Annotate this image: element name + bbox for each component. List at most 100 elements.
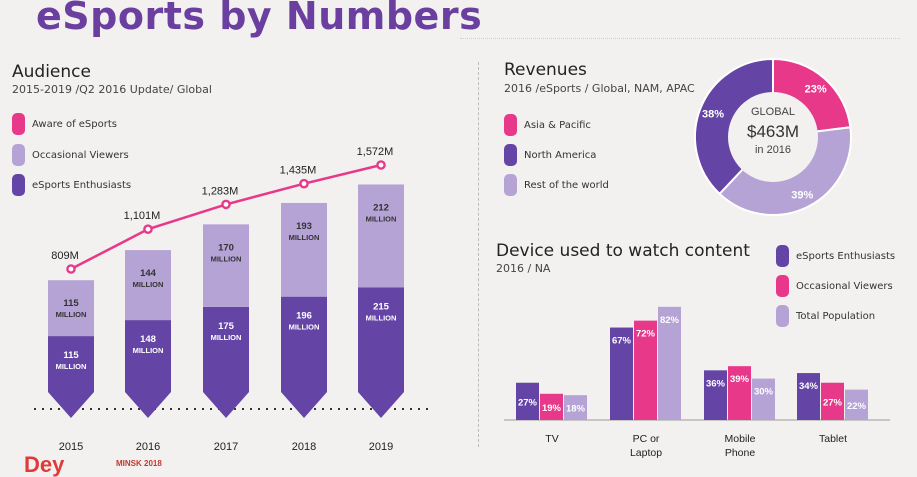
bar-occasional-viewers-2 [728, 366, 751, 420]
revenues-heading: Revenues [504, 60, 587, 80]
bar-enthusiasts-2017 [203, 306, 249, 418]
x-tick-label-3-0: Tablet [819, 433, 847, 445]
data-label-esports-enthusiasts-0: 27% [518, 397, 538, 408]
device-heading: Device used to watch content [496, 241, 750, 261]
data-label-enthusiasts-2016: 148 [140, 334, 156, 345]
bar-esports-enthusiasts-0 [516, 382, 539, 420]
data-label-occasional-viewers-1: 72% [636, 329, 656, 340]
data-label-occasional-2017: 170 [218, 242, 234, 253]
bar-enthusiasts-2015 [48, 336, 94, 418]
legend-swatch [504, 114, 517, 136]
legend-item-rest: Rest of the world [504, 174, 609, 196]
bar-total-population-3 [845, 389, 868, 420]
data-label-aware-2015: 809M [51, 250, 79, 262]
revenues-donut-chart: GLOBAL $463M in 2016 23% 39% 38% [694, 57, 852, 216]
x-tick-label-0-0: TV [545, 433, 558, 445]
bar-esports-enthusiasts-1 [610, 327, 633, 420]
data-label-aware-2016: 1,101M [124, 210, 161, 222]
donut-center-value: $463M [747, 122, 799, 141]
data-label-occasional-unit-2015: MILLION [56, 310, 87, 319]
bar-total-population-0 [564, 395, 587, 420]
point-aware-2017 [221, 199, 231, 210]
bar-occasional-2018 [281, 202, 327, 297]
x-tick-label-2-1: Phone [725, 447, 756, 459]
legend-label: Rest of the world [524, 179, 609, 191]
legend-item-aware: Aware of eSports [12, 113, 117, 135]
legend-label: North America [524, 149, 597, 161]
data-label-enthusiasts-2019: 215 [373, 302, 390, 313]
data-label-enthusiasts-unit-2018: MILLION [289, 323, 320, 332]
audience-chart: 115MILLION115MILLION2015144MILLION148MIL… [34, 146, 430, 453]
brand-logo: Dey [24, 452, 65, 477]
data-label-occasional-viewers-3: 27% [823, 397, 843, 408]
data-label-occasional-unit-2017: MILLION [211, 254, 242, 263]
legend-item-enthusiasts: eSports Enthusiasts [12, 174, 131, 196]
section-divider [478, 62, 479, 447]
data-label-enthusiasts-2018: 196 [296, 311, 312, 322]
legend-label: Occasional Viewers [796, 280, 893, 292]
data-label-esports-enthusiasts-3: 34% [799, 381, 819, 392]
bar-enthusiasts-2018 [281, 296, 327, 418]
data-label-occasional-unit-2016: MILLION [133, 280, 164, 289]
data-label-esports-enthusiasts-2: 36% [706, 378, 726, 389]
data-label-esports-enthusiasts-1: 67% [612, 336, 632, 347]
point-aware-2019 [376, 160, 386, 170]
data-label-aware-2019: 1,572M [357, 146, 394, 158]
data-label-occasional-2016: 144 [140, 268, 157, 279]
x-tick-label-2018: 2018 [292, 441, 316, 453]
data-label-aware-2018: 1,435M [280, 165, 317, 177]
legend-item-device-occasional: Occasional Viewers [776, 275, 893, 297]
x-tick-label-2015: 2015 [59, 441, 83, 453]
x-tick-label-1-0: PC or [633, 433, 660, 445]
legend-swatch [12, 144, 25, 166]
top-divider [460, 38, 900, 39]
data-label-occasional-viewers-2: 39% [730, 374, 750, 385]
data-label-enthusiasts-unit-2015: MILLION [56, 362, 87, 371]
legend-swatch [12, 113, 25, 135]
legend-label: eSports Enthusiasts [796, 250, 896, 262]
data-label-total-population-3: 22% [847, 401, 867, 412]
page-title: eSports by Numbers [36, 0, 483, 38]
bar-total-population-1 [658, 306, 681, 420]
data-label-enthusiasts-unit-2016: MILLION [133, 346, 164, 355]
point-aware-2015 [66, 264, 76, 274]
data-label-occasional-2015: 115 [63, 298, 79, 309]
legend-label: Aware of eSports [32, 118, 117, 130]
legend-item-device-total: Total Population [776, 305, 875, 327]
donut-center-line1: GLOBAL [751, 106, 795, 118]
data-label-total-population-2: 30% [754, 387, 774, 398]
data-label-enthusiasts-unit-2019: MILLION [366, 314, 397, 323]
legend-label: eSports Enthusiasts [32, 179, 132, 191]
slice-label-asia-pacific: 23% [805, 84, 827, 96]
audience-heading: Audience [12, 62, 91, 82]
bar-occasional-viewers-0 [540, 393, 563, 420]
bar-enthusiasts-2019 [358, 287, 404, 418]
event-label: MINSK 2018 [116, 459, 162, 468]
legend-label: Occasional Viewers [32, 149, 129, 161]
audience-subtitle: 2015-2019 /Q2 2016 Update/ Global [12, 83, 212, 96]
legend-swatch [776, 275, 789, 297]
donut-center-line3: in 2016 [755, 144, 791, 156]
legend-swatch [504, 174, 517, 196]
legend-item-asia: Asia & Pacific [504, 114, 591, 136]
legend-swatch [776, 245, 789, 267]
bar-esports-enthusiasts-3 [797, 373, 820, 420]
legend-item-north-america: North America [504, 144, 596, 166]
bar-esports-enthusiasts-2 [704, 370, 727, 420]
legend-swatch [504, 144, 517, 166]
device-chart: 27% 19% 18% TV 67% 72% 82% PC or Laptop 36% 39% 30%… [504, 306, 890, 459]
point-aware-2018 [299, 178, 309, 189]
bar-occasional-viewers-1 [634, 320, 657, 420]
bar-occasional-2019 [358, 184, 404, 288]
data-label-occasional-unit-2019: MILLION [366, 214, 397, 223]
legend-label: Total Population [796, 310, 876, 322]
bar-total-population-2 [752, 378, 775, 420]
data-label-aware-2017: 1,283M [202, 185, 239, 197]
donut-hole [728, 92, 818, 182]
revenues-subtitle: 2016 /eSports / Global, NAM, APAC [504, 82, 695, 95]
data-label-enthusiasts-unit-2017: MILLION [211, 333, 242, 342]
x-tick-label-2016: 2016 [136, 441, 160, 453]
slice-label-rest-of-the-world: 39% [791, 189, 813, 201]
data-label-enthusiasts-2015: 115 [63, 350, 79, 361]
bar-occasional-viewers-3 [821, 382, 844, 420]
